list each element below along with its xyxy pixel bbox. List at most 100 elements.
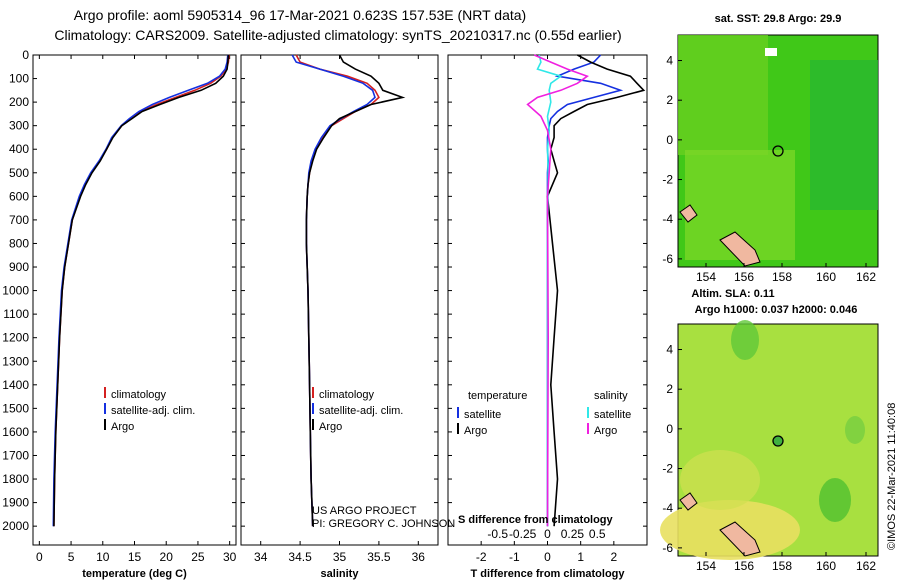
x-tick-label: 1 <box>577 550 584 564</box>
y-tick-label: 1000 <box>2 284 29 298</box>
map-x-tick-label: 162 <box>856 559 876 573</box>
s-axis-label: S difference from climatology <box>458 514 614 526</box>
x-tick-label: 0 <box>544 550 551 564</box>
x-tick-label: 35 <box>333 550 347 564</box>
y-tick-label: 200 <box>9 95 29 109</box>
title-line-2: Climatology: CARS2009. Satellite-adjuste… <box>54 27 621 43</box>
y-tick-label: 1800 <box>2 472 29 486</box>
x-axis-label: temperature (deg C) <box>82 568 187 580</box>
x-tick-label: -1 <box>509 550 520 564</box>
series-line-argo <box>53 54 230 527</box>
map-x-tick-label: 154 <box>696 559 716 573</box>
height-island-1 <box>679 492 698 511</box>
x-tick-label: 5 <box>68 550 75 564</box>
title-line-1: Argo profile: aoml 5905314_96 17-Mar-202… <box>74 7 526 23</box>
x-tick-label: 34.5 <box>288 550 312 564</box>
y-tick-label: 800 <box>9 236 29 250</box>
y-tick-label: 1400 <box>2 378 29 392</box>
x-axis-label: T difference from climatology <box>470 568 625 580</box>
sst-map-ticks: 154 156 158 160 162 4 2 0 -2 -4 -6 <box>662 54 876 284</box>
map-x-tick-label: 156 <box>734 559 754 573</box>
temperature-panel: 0 100 200 300 400 500 600 700 800 900 1000 1100 1200… <box>2 48 236 580</box>
series-line-argo <box>305 54 406 527</box>
map-y-tick-label: 4 <box>666 343 673 357</box>
map-y-tick-label: 2 <box>666 382 673 396</box>
sst-map-title: sat. SST: 29.8 Argo: 29.9 <box>715 13 842 25</box>
imos-stamp: ©IMOS 22-Mar-2021 11:40:08 <box>886 403 898 550</box>
map-y-tick-label: -2 <box>662 462 673 476</box>
temperature-axes-frame <box>32 54 237 546</box>
height-green-blob-2 <box>819 478 851 522</box>
x-tick-label: 20 <box>160 550 174 564</box>
x-tick-label: 35.5 <box>367 550 391 564</box>
sst-island-1 <box>679 204 698 223</box>
y-tick-label: 400 <box>9 142 29 156</box>
map-y-tick-label: -6 <box>662 252 673 266</box>
sst-warm-patch <box>678 35 768 155</box>
legend-label: Argo <box>464 425 487 437</box>
map-x-tick-label: 156 <box>734 270 754 284</box>
series-line-s-argo <box>526 54 590 527</box>
legend-temperature-title: temperature <box>468 390 527 402</box>
legend-label: satellite-adj. clim. <box>111 405 195 417</box>
x-axis-label: salinity <box>321 568 360 580</box>
y-tick-label: 700 <box>9 213 29 227</box>
pi-label: PI: GREGORY C. JOHNSON <box>312 518 455 530</box>
y-tick-label: 500 <box>9 166 29 180</box>
map-y-tick-label: -4 <box>662 212 673 226</box>
map-x-tick-label: 154 <box>696 270 716 284</box>
map-x-tick-label: 160 <box>816 270 836 284</box>
map-x-tick-label: 158 <box>772 559 792 573</box>
y-tick-label: 1300 <box>2 354 29 368</box>
sla-label: Altim. SLA: 0.11 <box>691 288 774 300</box>
y-tick-label: 900 <box>9 260 29 274</box>
map-x-tick-label: 160 <box>816 559 836 573</box>
legend-label: satellite <box>594 409 631 421</box>
height-green-blob-1 <box>731 320 759 360</box>
legend-label: Argo <box>594 425 617 437</box>
y-tick-label: 2000 <box>2 519 29 533</box>
s-tick-label: 0.25 <box>561 527 585 541</box>
sst-island-2 <box>719 231 761 267</box>
legend-label: satellite-adj. clim. <box>319 405 403 417</box>
height-argo-marker <box>772 435 784 447</box>
map-y-tick-label: 0 <box>666 422 673 436</box>
height-island-2 <box>719 521 761 557</box>
s-tick-label: -0.5 <box>487 527 508 541</box>
x-tick-label: 25 <box>191 550 205 564</box>
y-tick-label: 300 <box>9 119 29 133</box>
height-map-title: Argo h1000: 0.037 h2000: 0.046 <box>695 304 858 316</box>
map-x-tick-label: 158 <box>772 270 792 284</box>
series-line-climatology <box>53 54 230 527</box>
series-line-t-argo <box>546 54 646 527</box>
salinity-panel: 34 34.5 35 35.5 36 salinity climatology satelli… <box>240 54 439 580</box>
legend-label: climatology <box>319 389 375 401</box>
legend-label: satellite <box>464 409 501 421</box>
series-line-satellite-adj-clim- <box>52 54 229 527</box>
s-tick-label: 0 <box>544 527 551 541</box>
x-tick-label: 36 <box>412 550 426 564</box>
y-tick-label: 600 <box>9 189 29 203</box>
map-x-tick-label: 162 <box>856 270 876 284</box>
series-line-t-satellite <box>546 54 624 527</box>
y-tick-label: 100 <box>9 72 29 86</box>
map-y-tick-label: -2 <box>662 173 673 187</box>
project-label: US ARGO PROJECT <box>312 505 417 517</box>
y-tick-label: 1200 <box>2 331 29 345</box>
s-tick-label: 0.5 <box>589 527 606 541</box>
y-tick-label: 1100 <box>3 307 29 321</box>
series-line-satellite-adj-clim- <box>291 54 376 527</box>
map-y-tick-label: -6 <box>662 541 673 555</box>
y-tick-label: 1700 <box>2 448 29 462</box>
x-tick-label: 15 <box>128 550 142 564</box>
legend-salinity-title: salinity <box>594 390 628 402</box>
height-map <box>660 320 879 560</box>
x-tick-label: 2 <box>610 550 617 564</box>
x-tick-label: 10 <box>96 550 110 564</box>
height-green-blob-3 <box>845 416 865 444</box>
x-tick-label: 0 <box>36 550 43 564</box>
y-tick-label: 1600 <box>2 425 29 439</box>
y-tick-label: 1500 <box>2 401 29 415</box>
salinity-axes-frame <box>240 54 439 546</box>
